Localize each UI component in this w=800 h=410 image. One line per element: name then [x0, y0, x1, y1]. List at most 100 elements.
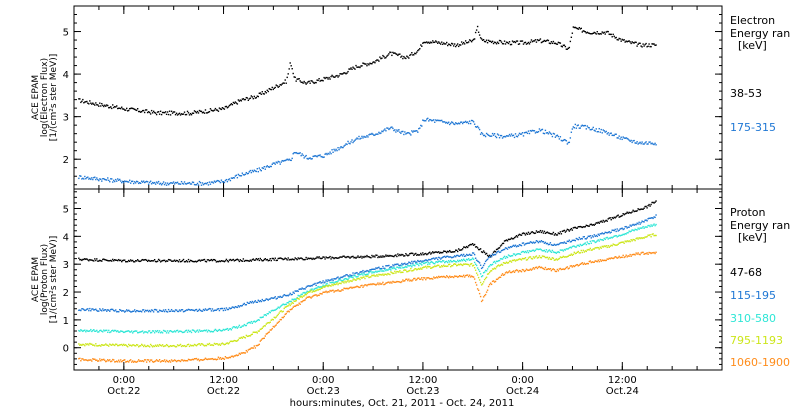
- data-point: [252, 258, 255, 260]
- data-point: [637, 208, 639, 210]
- data-point: [509, 260, 512, 262]
- data-point: [98, 310, 100, 312]
- data-point: [617, 256, 619, 259]
- data-point: [289, 258, 291, 261]
- data-point: [281, 316, 283, 319]
- data-point: [211, 344, 214, 346]
- data-point: [250, 95, 253, 97]
- data-point: [502, 136, 505, 138]
- data-point: [454, 249, 457, 251]
- data-point: [540, 231, 543, 234]
- data-point: [362, 286, 364, 288]
- data-point: [128, 309, 130, 312]
- data-point: [446, 251, 448, 254]
- data-point: [316, 282, 318, 284]
- data-point: [452, 263, 455, 266]
- data-point: [224, 328, 227, 331]
- data-point: [104, 258, 106, 261]
- data-point: [318, 77, 320, 80]
- data-point: [95, 259, 97, 262]
- data-point: [517, 134, 520, 136]
- electron-legend-title: Electron: [730, 14, 775, 27]
- data-point: [460, 121, 463, 123]
- data-point: [539, 130, 542, 132]
- data-point: [273, 259, 275, 261]
- data-point: [132, 330, 135, 333]
- data-point: [346, 72, 348, 74]
- data-point: [465, 41, 468, 44]
- data-point: [185, 329, 188, 332]
- data-point: [316, 287, 318, 289]
- data-point: [529, 241, 532, 243]
- data-point: [273, 309, 275, 311]
- data-point: [395, 131, 397, 133]
- data-point: [84, 258, 86, 260]
- data-point: [466, 259, 469, 261]
- data-point: [653, 216, 655, 218]
- data-point: [250, 320, 253, 323]
- data-point: [645, 236, 647, 238]
- data-point: [369, 283, 371, 286]
- data-point: [302, 295, 304, 297]
- data-point: [152, 311, 155, 313]
- data-point: [95, 330, 97, 332]
- data-point: [494, 280, 497, 283]
- data-point: [271, 328, 273, 330]
- data-point: [141, 309, 144, 311]
- data-point: [557, 243, 560, 246]
- data-point: [636, 222, 638, 224]
- data-point: [470, 119, 473, 122]
- data-point: [83, 102, 85, 104]
- data-point: [257, 319, 259, 321]
- data-point: [115, 106, 117, 108]
- data-point: [350, 280, 352, 282]
- data-point: [565, 230, 568, 232]
- data-point: [401, 253, 403, 256]
- data-point: [369, 62, 371, 64]
- data-point: [404, 255, 406, 257]
- data-point: [470, 262, 473, 265]
- data-point: [247, 99, 250, 102]
- data-point: [362, 274, 364, 276]
- data-point: [304, 258, 306, 261]
- data-point: [623, 137, 625, 139]
- data-point: [408, 270, 410, 272]
- data-point: [651, 225, 653, 227]
- data-point: [186, 261, 189, 263]
- data-point: [333, 291, 335, 293]
- data-point: [400, 132, 402, 134]
- data-point: [185, 345, 188, 347]
- data-point: [527, 41, 530, 44]
- data-point: [617, 243, 619, 246]
- data-point: [294, 152, 296, 154]
- data-point: [493, 267, 496, 269]
- data-point: [469, 254, 472, 256]
- data-point: [175, 345, 178, 348]
- data-point: [359, 66, 361, 69]
- data-point: [574, 246, 577, 248]
- data-point: [477, 127, 480, 129]
- data-point: [528, 43, 531, 45]
- data-point: [602, 233, 604, 235]
- data-point: [487, 257, 490, 259]
- data-point: [301, 296, 303, 299]
- data-point: [407, 270, 409, 273]
- data-point: [198, 180, 201, 183]
- data-point: [215, 109, 218, 111]
- data-point: [539, 241, 542, 243]
- data-point: [440, 276, 442, 278]
- data-point: [473, 123, 476, 125]
- data-point: [199, 309, 202, 312]
- data-point: [353, 257, 355, 259]
- data-point: [350, 276, 352, 278]
- data-point: [97, 178, 99, 181]
- data-point: [523, 132, 526, 134]
- data-point: [629, 240, 631, 243]
- data-point: [512, 237, 515, 240]
- data-point: [618, 242, 620, 244]
- data-point: [134, 311, 137, 313]
- data-point: [642, 208, 644, 210]
- data-point: [319, 154, 321, 156]
- data-point: [649, 217, 651, 220]
- data-point: [401, 271, 403, 273]
